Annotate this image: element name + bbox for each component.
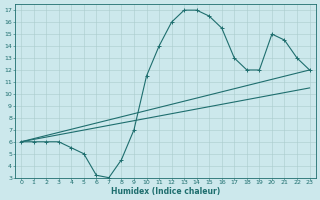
X-axis label: Humidex (Indice chaleur): Humidex (Indice chaleur)	[111, 187, 220, 196]
